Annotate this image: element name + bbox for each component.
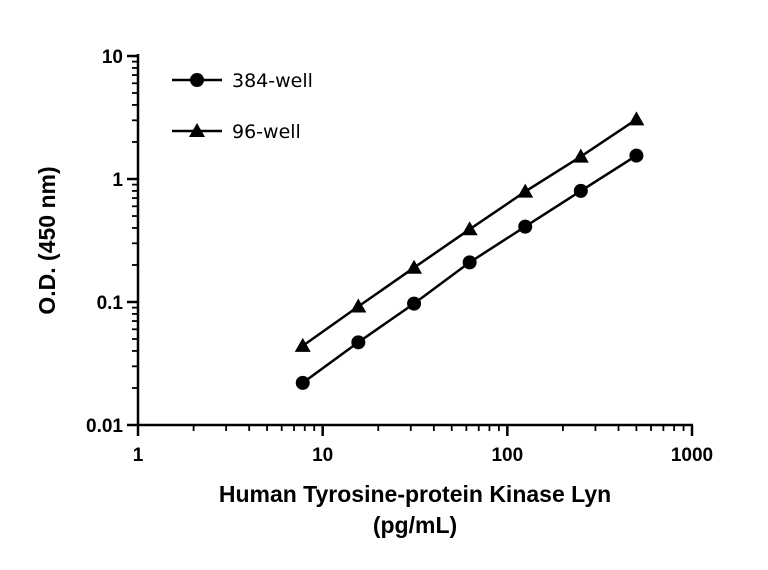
x-tick-label: 10 xyxy=(312,445,333,466)
y-tick-label: 10 xyxy=(102,47,123,68)
data-point xyxy=(517,183,534,198)
series-96-well xyxy=(294,111,645,352)
x-tick-label: 100 xyxy=(491,445,523,466)
legend-item: 96-well xyxy=(172,121,301,143)
data-point xyxy=(406,259,423,274)
data-point xyxy=(462,255,477,270)
legend: 384-well 96-well xyxy=(172,70,313,143)
data-point xyxy=(628,111,645,126)
data-point xyxy=(295,375,310,390)
series-384-well xyxy=(295,148,644,390)
data-point xyxy=(294,337,311,352)
y-tick-label: 0.01 xyxy=(86,416,123,437)
data-point xyxy=(572,148,589,163)
legend-marker xyxy=(189,123,205,137)
legend-marker xyxy=(190,73,204,87)
x-axis-title-line2: (pg/mL) xyxy=(373,512,457,538)
legend-label: 96-well xyxy=(232,121,301,143)
data-point xyxy=(350,298,367,313)
y-tick-label: 0.1 xyxy=(97,293,124,314)
legend-label: 384-well xyxy=(232,70,313,92)
data-point xyxy=(573,183,588,198)
y-axis-title: O.D. (450 nm) xyxy=(34,166,60,314)
x-tick-label: 1 xyxy=(133,445,144,466)
x-tick-label: 1000 xyxy=(671,445,713,466)
y-tick-label: 1 xyxy=(112,170,123,191)
x-axis-title-line1: Human Tyrosine-protein Kinase Lyn xyxy=(219,481,611,507)
data-point xyxy=(629,148,644,163)
data-point xyxy=(518,219,533,234)
data-point xyxy=(461,221,478,236)
legend-item: 384-well xyxy=(172,70,313,92)
axes: 0.01 0.1 1 10 1 10 100 1000 xyxy=(86,47,713,466)
series-layer xyxy=(294,111,645,390)
data-point xyxy=(407,296,422,311)
data-point xyxy=(351,335,366,350)
